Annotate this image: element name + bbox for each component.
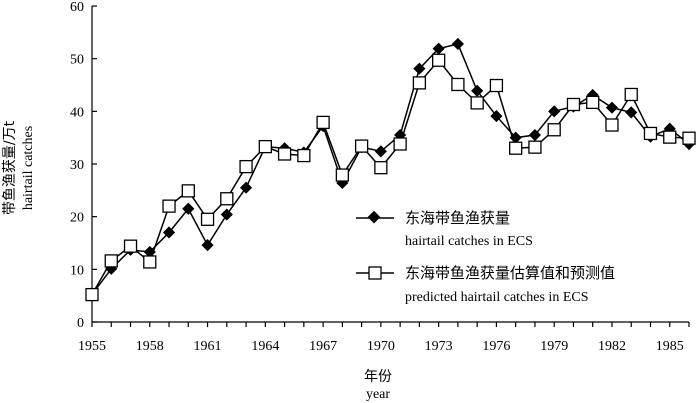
data-point-square: [200, 212, 215, 226]
data-point-diamond: [471, 84, 484, 97]
data-point-square: [682, 131, 696, 145]
y-axis-title: 带鱼渔获量/万t hairtail catches: [1, 120, 36, 215]
data-point-diamond: [451, 37, 464, 51]
data-point-diamond: [143, 245, 156, 259]
y-tick-label: 0: [77, 316, 84, 331]
data-point-square: [143, 255, 157, 269]
data-point-square: [451, 77, 465, 92]
data-point-diamond: [625, 106, 638, 119]
series-line: [91, 43, 690, 296]
series-layer: [85, 37, 696, 302]
x-tick-label: 1964: [251, 339, 279, 354]
data-point-square: [547, 123, 561, 137]
x-tick-label: 1958: [136, 339, 164, 354]
series-line: [91, 59, 690, 295]
data-point-square: [663, 130, 677, 144]
data-point-square: [316, 115, 330, 130]
y-axis-title-en: hairtail catches: [21, 126, 36, 210]
data-point-square: [297, 148, 311, 163]
data-point-diamond: [201, 239, 214, 252]
data-point-square: [354, 139, 369, 153]
series-actual: [91, 43, 690, 296]
x-axis-title: 年份 year: [364, 369, 392, 402]
data-point-square: [123, 239, 138, 253]
y-tick-label: 50: [70, 53, 84, 68]
legend-item-actual: 东海带鱼渔获量 hairtail catches in ECS: [356, 209, 533, 249]
data-point-square: [509, 141, 523, 155]
x-tick-label: 1985: [656, 339, 684, 354]
y-tick-label: 10: [70, 263, 84, 278]
legend-item-predicted: 东海带鱼渔获量估算值和预测值 predicted hairtail catche…: [356, 264, 615, 305]
data-point-square: [605, 118, 619, 132]
x-tick-label: 1955: [78, 339, 106, 354]
data-point-square: [431, 53, 446, 67]
x-tick-label: 1979: [540, 339, 568, 354]
legend-label-actual-en: hairtail catches in ECS: [405, 234, 533, 249]
y-tick-label: 20: [70, 211, 84, 226]
data-point-square: [258, 139, 272, 154]
x-axis-ticks: 1955 1958 1961 1964 1967 1970 1973 1976 1979 1982…: [78, 322, 690, 354]
data-point-square: [586, 95, 600, 110]
x-axis-title-zh: 年份: [364, 369, 392, 385]
data-point-square: [239, 159, 253, 174]
x-tick-label: 1967: [309, 339, 337, 354]
data-point-square: [643, 126, 658, 141]
data-point-diamond: [162, 226, 176, 239]
y-tick-label: 30: [70, 158, 84, 173]
data-point-square: [277, 147, 292, 161]
data-point-square: [335, 168, 350, 182]
y-tick-label: 40: [70, 105, 84, 120]
series-predicted: [91, 59, 690, 295]
data-point-square: [624, 87, 638, 102]
data-point-square: [85, 287, 99, 302]
legend-label-predicted-zh: 东海带鱼渔获量估算值和预测值: [405, 264, 615, 282]
x-tick-label: 1961: [194, 339, 222, 354]
y-tick-label: 60: [70, 0, 84, 15]
legend-label-actual-zh: 东海带鱼渔获量: [405, 209, 510, 227]
data-point-square: [104, 254, 118, 268]
data-point-square: [470, 96, 484, 110]
series-markers-predicted: [85, 53, 696, 302]
y-axis-ticks: 0 10 20 30 40 50 60: [70, 0, 97, 331]
data-point-square: [374, 161, 388, 175]
data-point-diamond: [605, 101, 619, 114]
legend: 东海带鱼渔获量 hairtail catches in ECS 东海带鱼渔获量估…: [356, 209, 615, 305]
data-point-diamond: [220, 208, 233, 221]
legend-diamond-marker: [367, 210, 381, 224]
x-axis-title-en: year: [366, 387, 390, 402]
data-point-square: [181, 184, 195, 198]
data-point-square: [220, 192, 234, 206]
data-point-square: [162, 199, 176, 213]
series-markers-actual: [85, 37, 696, 301]
data-point-square: [393, 137, 407, 151]
data-point-square: [489, 78, 504, 93]
data-point-square: [528, 140, 542, 154]
data-point-diamond: [239, 181, 253, 194]
x-tick-label: 1973: [425, 339, 453, 354]
data-point-diamond: [509, 131, 522, 144]
data-point-diamond: [374, 145, 387, 158]
data-point-square: [566, 97, 581, 112]
data-point-diamond: [182, 202, 195, 215]
legend-square-marker: [368, 266, 382, 280]
y-axis-title-zh: 带鱼渔获量/万t: [1, 120, 18, 215]
x-tick-label: 1976: [482, 339, 510, 354]
x-tick-label: 1970: [367, 339, 395, 354]
x-tick-label: 1982: [598, 339, 626, 354]
legend-label-predicted-en: predicted hairtail catches in ECS: [405, 290, 589, 305]
data-point-square: [412, 76, 427, 90]
